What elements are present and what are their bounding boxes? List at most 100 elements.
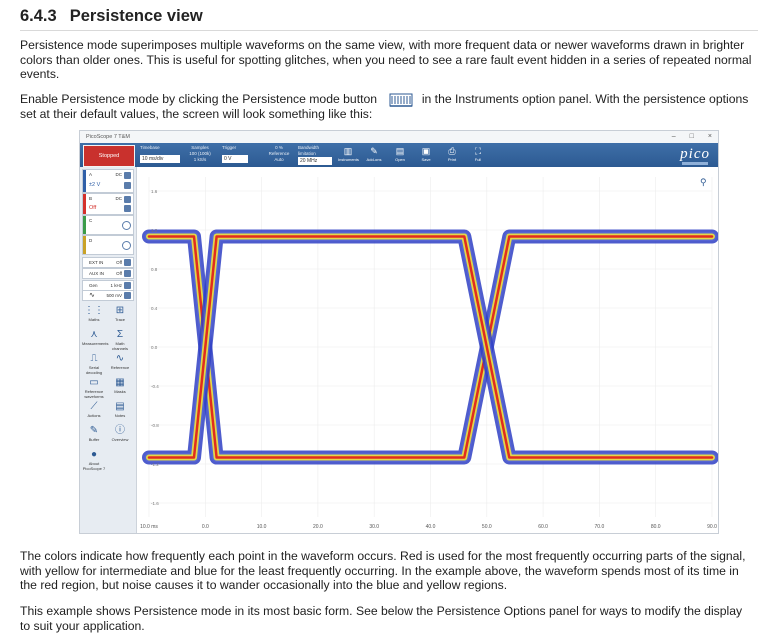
ext-in-row[interactable]: EXT IN Off	[82, 257, 134, 268]
trigger-value[interactable]: 0 V	[222, 155, 248, 163]
channel-b-menu-button[interactable]	[124, 196, 131, 203]
channel-b-up-button[interactable]	[124, 205, 131, 212]
enable-text-after: in the Instruments option panel. With th…	[20, 92, 749, 121]
channel-b-panel[interactable]: B Off DC	[82, 193, 134, 215]
channel-d-panel[interactable]: D	[82, 235, 134, 255]
x-tick-label: 90.0	[707, 524, 717, 530]
channel-b-color	[83, 194, 86, 214]
measure-icon: ⋏	[90, 329, 98, 340]
open-icon: ▤	[395, 146, 405, 156]
x-tick-label: 20.0	[313, 524, 323, 530]
samples-value: 100 (100k)	[189, 151, 211, 156]
y-tick-label: 1.2	[151, 228, 158, 233]
math-channels-tool[interactable]: Σ Math channels	[108, 328, 132, 351]
serial-decoding-tool[interactable]: ⎍ Serial decoding	[82, 352, 106, 375]
instruments-icon: ▥	[343, 146, 353, 156]
maximize-icon[interactable]: □	[689, 133, 694, 140]
channel-a-coupling[interactable]: DC	[115, 172, 123, 177]
close-icon[interactable]: ×	[707, 133, 712, 140]
masks-label: Masks	[114, 389, 126, 394]
channel-a-range[interactable]: ±2 V	[89, 182, 101, 188]
aux-in-button[interactable]	[124, 270, 131, 277]
bandwidth-label: Bandwidth limitation	[298, 145, 320, 156]
channel-b-range[interactable]: Off	[89, 205, 97, 211]
gen-amplitude-row[interactable]: ∿ 500 mV	[82, 290, 134, 301]
aux-in-label: AUX IN	[89, 271, 105, 276]
heading-divider	[20, 30, 758, 31]
aux-in-row[interactable]: AUX IN Off	[82, 268, 134, 279]
save-button[interactable]: ▣ Save	[416, 145, 436, 165]
aux-in-value[interactable]: Off	[116, 271, 122, 276]
channel-a-name: A	[89, 172, 93, 177]
channel-c-panel[interactable]: C	[82, 215, 134, 235]
buffer-tool[interactable]: ✎ Buffer	[82, 424, 106, 446]
sigma-icon: Σ	[116, 329, 124, 340]
pico-logo: pico	[680, 146, 710, 162]
trigger-control[interactable]: Trigger 0 V	[222, 145, 266, 165]
serial-icon: ⎍	[90, 353, 98, 364]
about-label: About PicoScope 7	[82, 461, 106, 471]
zoom-icon: ⚲	[700, 177, 707, 187]
bandwidth-value[interactable]: 20 MHz	[298, 157, 332, 165]
reference-tool[interactable]: ∿ Reference	[108, 352, 132, 374]
edit-icon: ✎	[89, 425, 99, 436]
print-button[interactable]: ⎙ Print	[442, 145, 462, 165]
ext-in-value[interactable]: Off	[116, 260, 122, 265]
section-heading: 6.4.3 Persistence view	[20, 7, 203, 26]
ext-in-button[interactable]	[124, 259, 131, 266]
actions-tool[interactable]: ⟋ Actions	[82, 400, 106, 422]
channel-c-color	[83, 216, 86, 234]
minimize-icon[interactable]: –	[671, 133, 676, 140]
y-tick-label: -1.6	[151, 501, 159, 506]
about-tool[interactable]: ● About PicoScope 7	[82, 448, 106, 471]
save-icon: ▣	[421, 146, 431, 156]
open-button[interactable]: ▤ Open	[390, 145, 410, 165]
maths-tool[interactable]: ⋮⋮ Maths	[82, 304, 106, 326]
channel-d-name: D	[89, 238, 93, 243]
timebase-value[interactable]: 10 ms/div	[140, 155, 180, 163]
overview-label: Overview	[111, 437, 129, 442]
channel-c-toggle[interactable]	[122, 221, 131, 230]
instruments-button[interactable]: ▥ Instruments	[338, 145, 359, 165]
samples-control[interactable]: Samples 100 (100k) 1 kS/s	[184, 145, 216, 165]
ruler-icon: ⟋	[90, 401, 98, 412]
channel-b-coupling[interactable]: DC	[115, 196, 123, 201]
y-tick-label: 0.4	[151, 306, 158, 311]
run-stop-button[interactable]: Stopped	[83, 145, 135, 167]
notes-tool[interactable]: ▤ Notes	[108, 400, 132, 422]
gen-button[interactable]	[124, 282, 131, 289]
measurements-label: Measurements	[82, 341, 109, 346]
bandwidth-control[interactable]: Bandwidth limitation 20 MHz	[298, 145, 336, 165]
reference-label: Reference	[268, 151, 290, 156]
timebase-control[interactable]: Timebase 10 ms/div	[140, 145, 182, 165]
channel-a-up-button[interactable]	[124, 182, 131, 189]
gen-label: Gen	[89, 283, 98, 288]
wave-icon: ∿	[115, 353, 125, 364]
full-button[interactable]: ⛶ Full	[468, 145, 488, 165]
notes-label: Notes	[114, 413, 126, 418]
overview-tool[interactable]: ⓘ Overview	[108, 424, 132, 446]
channel-d-toggle[interactable]	[122, 241, 131, 250]
gen-value[interactable]: 1 kHz	[110, 283, 122, 288]
intro-paragraph: Persistence mode superimposes multiple w…	[20, 38, 752, 82]
channel-a-panel[interactable]: A ±2 V DC	[82, 169, 134, 193]
reference-waveforms-tool[interactable]: ▭ Reference waveforms	[82, 376, 106, 399]
gen-amplitude-value[interactable]: 500 mV	[106, 293, 122, 298]
print-icon: ⎙	[448, 146, 456, 156]
masks-tool[interactable]: ▦ Masks	[108, 376, 132, 398]
add-ons-button[interactable]: ✎ Add-ons	[364, 145, 384, 165]
channel-c-name: C	[89, 218, 93, 223]
measurements-tool[interactable]: ⋏ Measurements	[82, 328, 109, 350]
scope-plot-area[interactable]: 10.0 ms 0.0 10.0 20.0 30.0 40.0 50.0 60.0 70.0 80…	[137, 167, 718, 533]
gen-amplitude-button[interactable]	[124, 292, 131, 299]
math-channels-label: Math channels	[111, 341, 128, 351]
trace-tool[interactable]: ⊞ Trace	[108, 304, 132, 326]
open-label: Open	[395, 157, 405, 162]
pico-logo-tag	[682, 162, 708, 165]
trigger-label: Trigger	[222, 145, 237, 150]
reference-waveforms-label: Reference waveforms	[84, 389, 104, 399]
channel-a-menu-button[interactable]	[124, 172, 131, 179]
notes-icon: ▤	[115, 401, 125, 412]
sine-wave-icon: ∿	[89, 292, 95, 299]
trace-high-frequency-series-1	[147, 235, 714, 459]
